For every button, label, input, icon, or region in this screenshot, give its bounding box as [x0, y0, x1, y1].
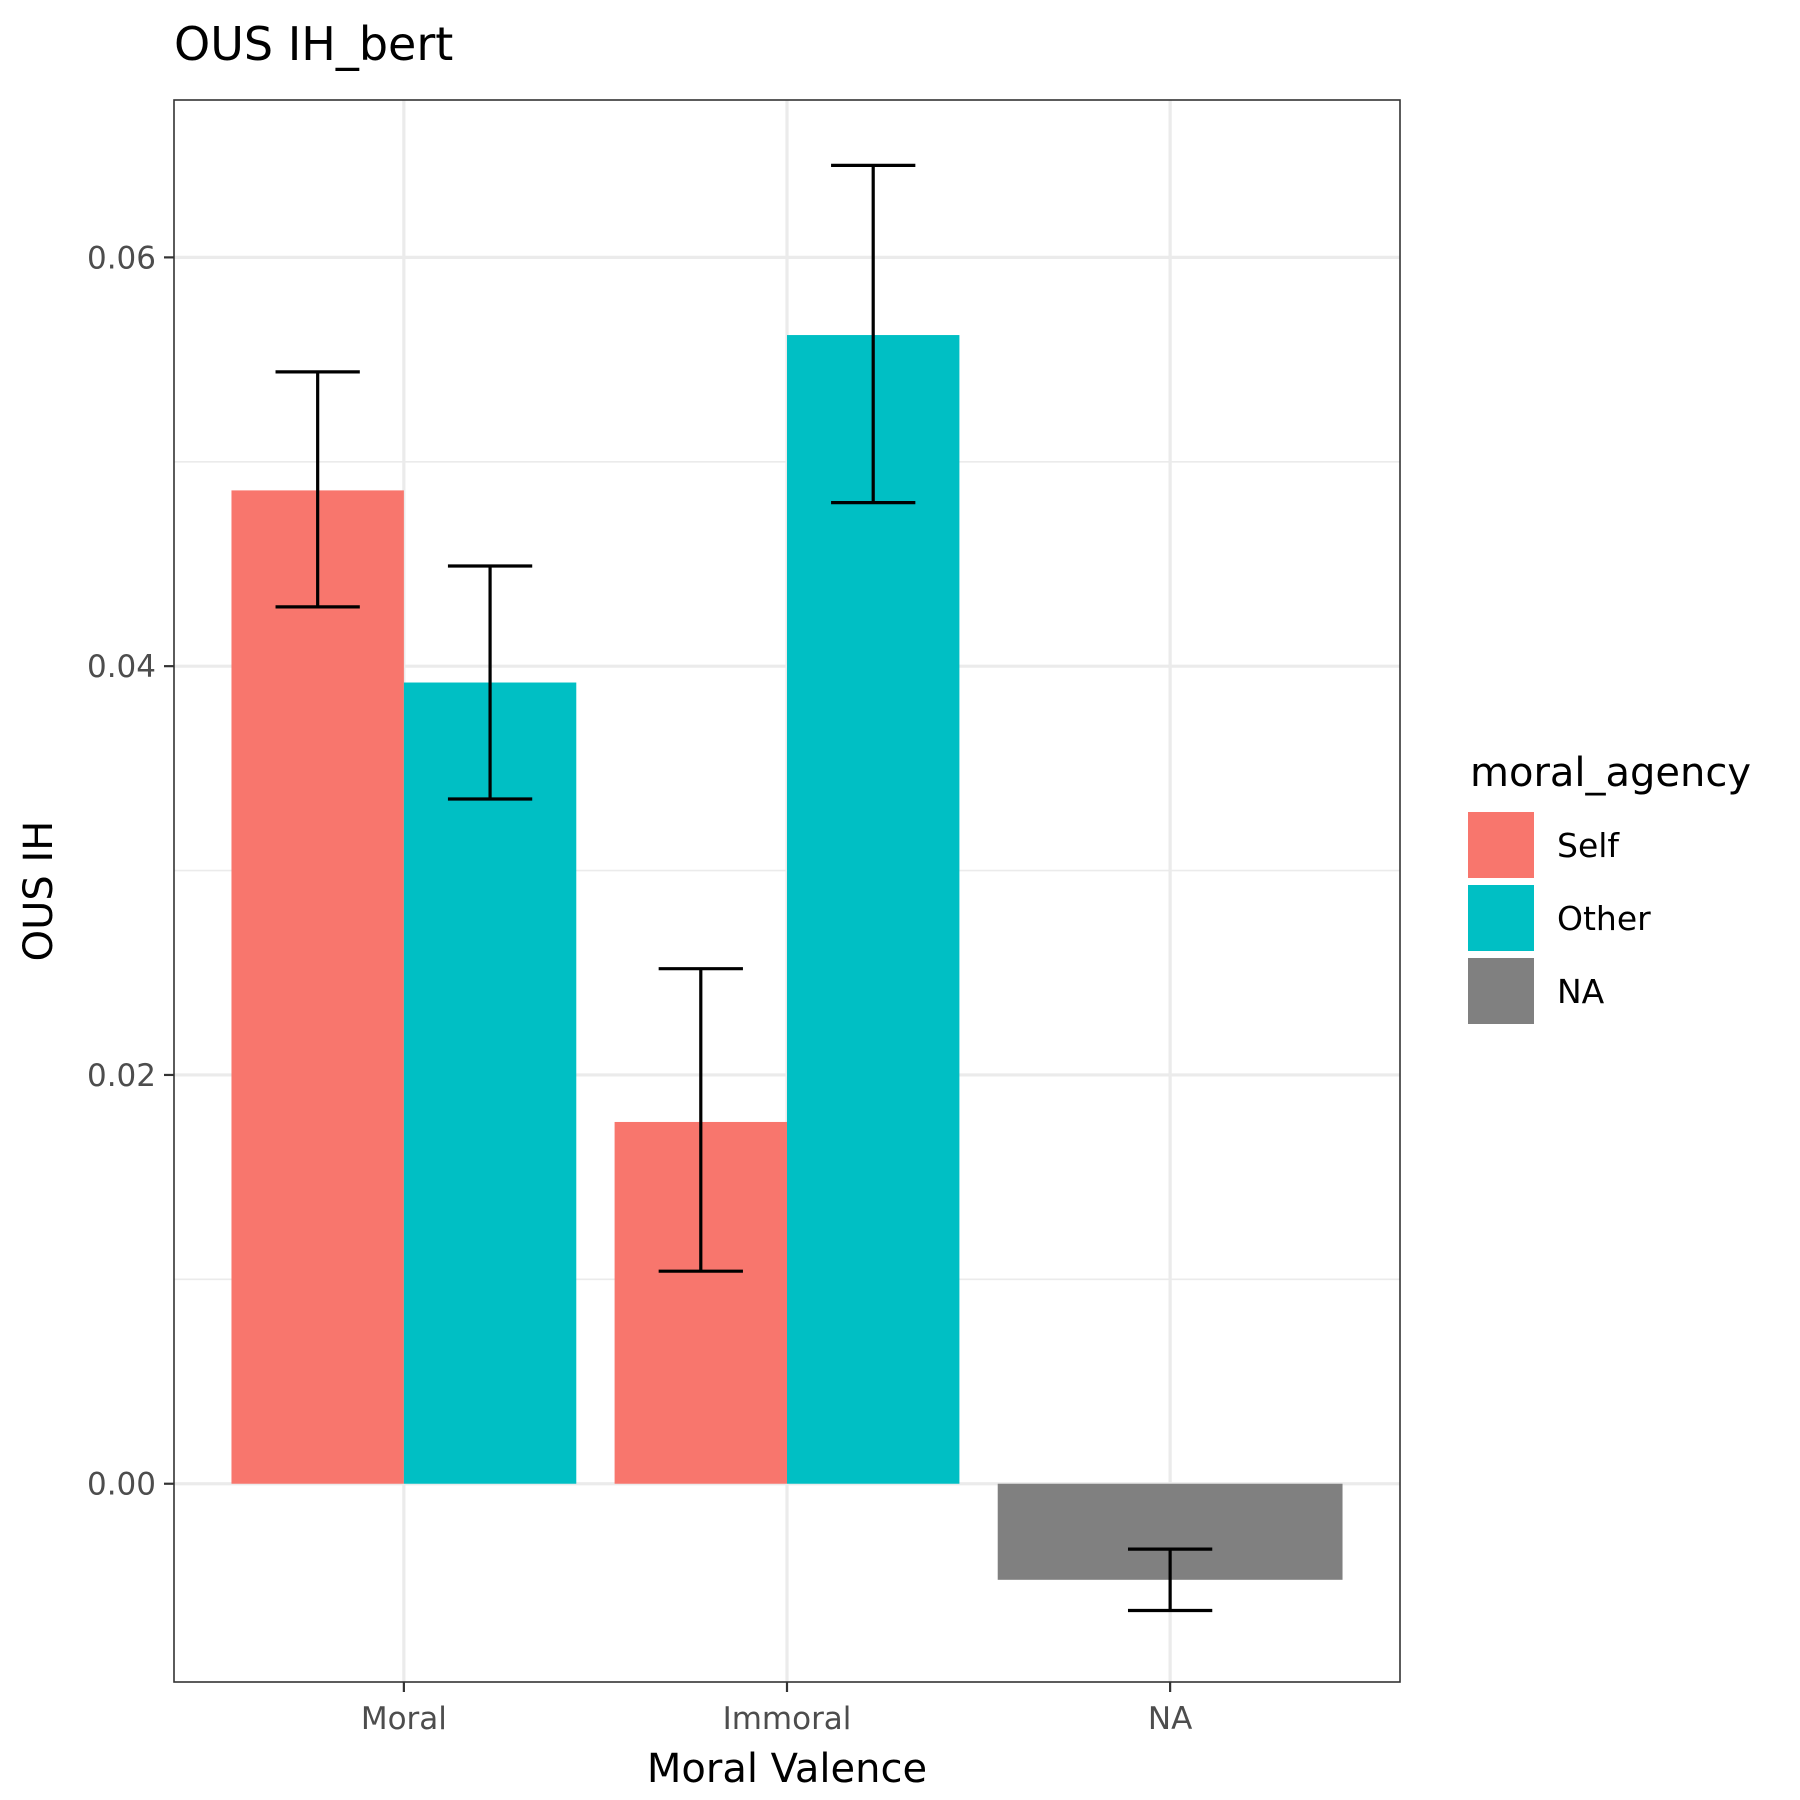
legend-key-self: [1468, 812, 1534, 878]
legend-label-self: Self: [1557, 826, 1620, 865]
error-bar-other-moral: [447, 564, 533, 801]
legend-title: moral_agency: [1470, 750, 1751, 796]
plot-panel: [173, 99, 1401, 1683]
y-tick-label: 0.00: [87, 1467, 156, 1503]
x-tick-label: NA: [1148, 1701, 1192, 1737]
bar-other-immoral: [787, 335, 960, 1484]
chart-title: OUS IH_bert: [174, 17, 453, 71]
y-tick-label: 0.04: [87, 649, 156, 685]
y-axis-title: OUS IH: [16, 821, 62, 962]
legend-key-na: [1468, 958, 1534, 1024]
y-tick-label: 0.02: [87, 1058, 156, 1094]
legend-label-na: NA: [1557, 972, 1605, 1011]
bars: [231, 335, 1343, 1580]
error-bar-self-moral: [275, 370, 360, 609]
x-tick-label: Moral: [361, 1701, 447, 1737]
bar-other-moral: [403, 682, 577, 1484]
y-tick-label: 0.06: [87, 240, 156, 276]
error-bar-na-na: [1127, 1547, 1213, 1613]
legend-key-other: [1468, 885, 1534, 951]
x-tick-label: Immoral: [723, 1701, 852, 1737]
x-axis-title: Moral Valence: [647, 1746, 927, 1792]
error-bars: [275, 163, 1213, 1613]
bar-self-moral: [231, 490, 404, 1484]
y-axis: 0.00 0.02 0.04 0.06: [87, 240, 174, 1503]
legend-items: Self Other NA: [1468, 812, 1651, 1024]
legend: moral_agency Self Other NA: [1468, 750, 1751, 1024]
error-bar-self-immoral: [658, 967, 743, 1273]
error-bar-other-immoral: [831, 163, 916, 505]
x-axis: Moral Immoral NA: [361, 1682, 1192, 1737]
legend-label-other: Other: [1557, 899, 1651, 938]
